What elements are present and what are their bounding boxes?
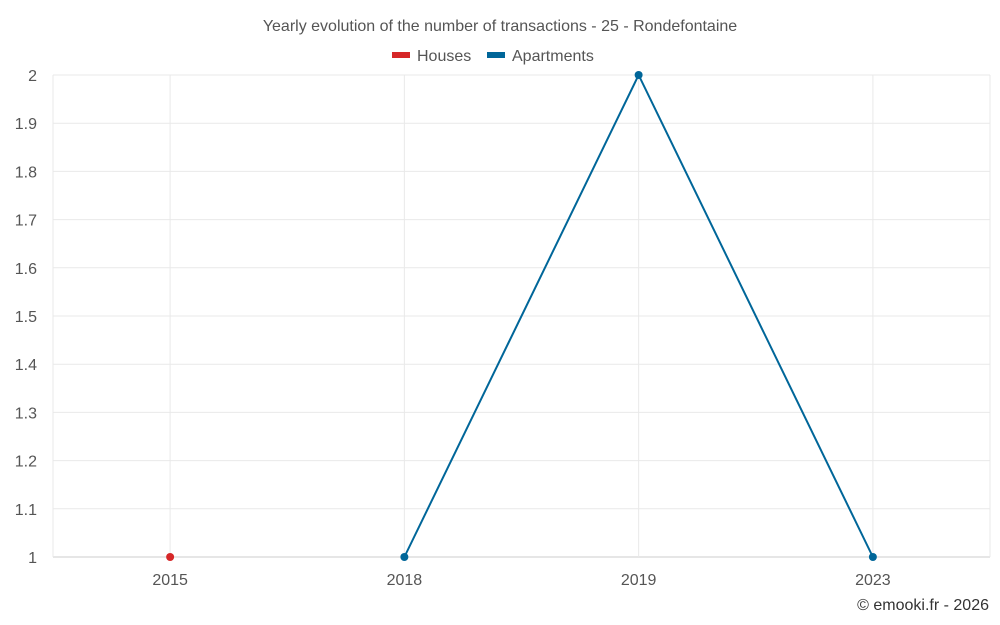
data-point-apartments[interactable] xyxy=(400,553,409,561)
y-axis-ticks: 1 1.1 1.2 1.3 1.4 1.5 1.6 1.7 1.8 1.9 2 xyxy=(15,68,37,567)
x-tick-label: 2019 xyxy=(621,572,657,589)
chart-title: Yearly evolution of the number of transa… xyxy=(263,18,737,35)
y-tick-label: 1.3 xyxy=(15,405,37,422)
y-tick-label: 1.8 xyxy=(15,164,37,181)
y-tick-label: 2 xyxy=(28,68,37,85)
credit-label: © emooki.fr - 2026 xyxy=(857,597,989,614)
legend-swatch-apartments[interactable] xyxy=(487,52,505,58)
x-tick-label: 2018 xyxy=(387,572,423,589)
x-axis-ticks: 2015 2018 2019 2023 xyxy=(152,572,890,589)
x-tick-label: 2023 xyxy=(855,572,891,589)
series xyxy=(166,71,877,561)
legend-label-apartments[interactable]: Apartments xyxy=(512,48,594,65)
y-tick-label: 1.2 xyxy=(15,454,37,471)
data-point-houses[interactable] xyxy=(166,553,175,561)
legend-swatch-houses[interactable] xyxy=(392,52,410,58)
y-tick-label: 1.5 xyxy=(15,309,37,326)
y-tick-label: 1.6 xyxy=(15,261,37,278)
y-tick-label: 1.9 xyxy=(15,116,37,133)
y-tick-label: 1.7 xyxy=(15,213,37,230)
data-point-apartments[interactable] xyxy=(868,553,877,561)
y-tick-label: 1.1 xyxy=(15,502,37,519)
x-tick-label: 2015 xyxy=(152,572,188,589)
legend-label-houses[interactable]: Houses xyxy=(417,48,471,65)
y-tick-label: 1.4 xyxy=(15,357,37,374)
legend: Houses Apartments xyxy=(392,48,594,65)
y-tick-label: 1 xyxy=(28,550,37,567)
data-point-apartments[interactable] xyxy=(634,71,643,79)
